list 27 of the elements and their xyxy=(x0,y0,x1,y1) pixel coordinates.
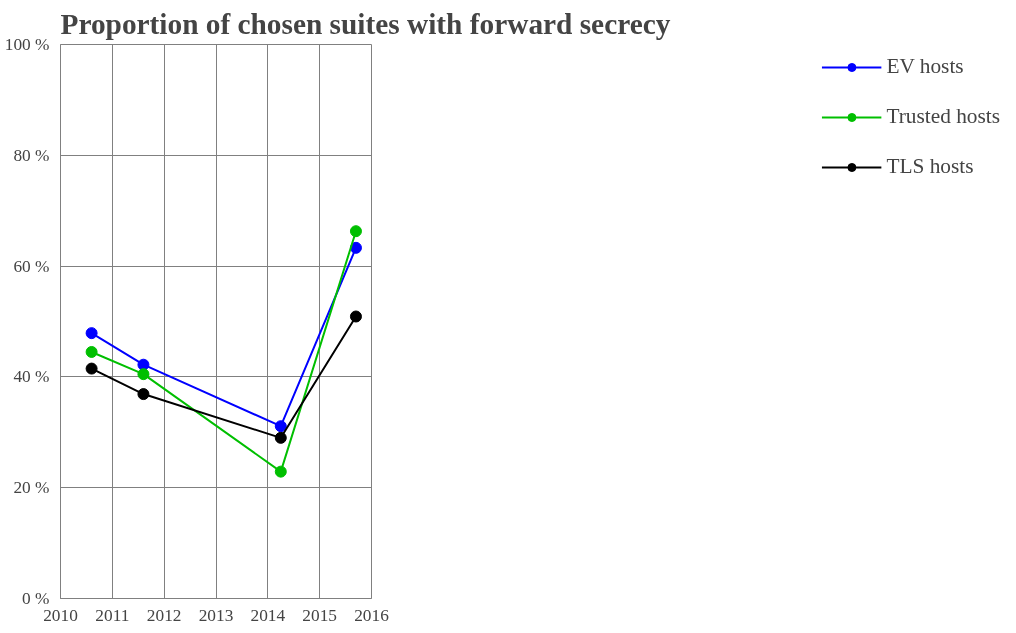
point xyxy=(274,431,287,444)
y-tick-label: 40 % xyxy=(13,367,50,387)
legend-label: EV hosts xyxy=(886,54,964,79)
point xyxy=(349,310,362,323)
y-tick-label: 0 % xyxy=(22,589,50,608)
point xyxy=(85,362,98,375)
y-tick-label: 20 % xyxy=(13,478,50,498)
point xyxy=(274,465,287,478)
x-tick-label: 2016 xyxy=(354,605,390,625)
x-tick-label: 2011 xyxy=(95,605,130,625)
point xyxy=(274,420,287,433)
point xyxy=(85,327,98,340)
legend-label: Trusted hosts xyxy=(886,104,1000,129)
x-tick-label: 2013 xyxy=(198,605,234,625)
x-tick-label: 2015 xyxy=(302,605,337,625)
x-tick-label: 2012 xyxy=(146,605,182,625)
point xyxy=(85,345,98,358)
point xyxy=(137,368,150,381)
chart-title: Proportion of chosen suites with forward secrecy xyxy=(60,7,671,40)
x-tick-label: 2010 xyxy=(43,605,78,625)
y-tick-label: 80 % xyxy=(13,145,50,165)
y-tick-label: 60 % xyxy=(13,256,50,276)
point xyxy=(349,225,362,238)
point xyxy=(137,388,150,401)
legend-label: TLS hosts xyxy=(886,154,974,179)
x-tick-label: 2014 xyxy=(250,605,286,625)
y-tick-label: 100 % xyxy=(4,35,50,54)
